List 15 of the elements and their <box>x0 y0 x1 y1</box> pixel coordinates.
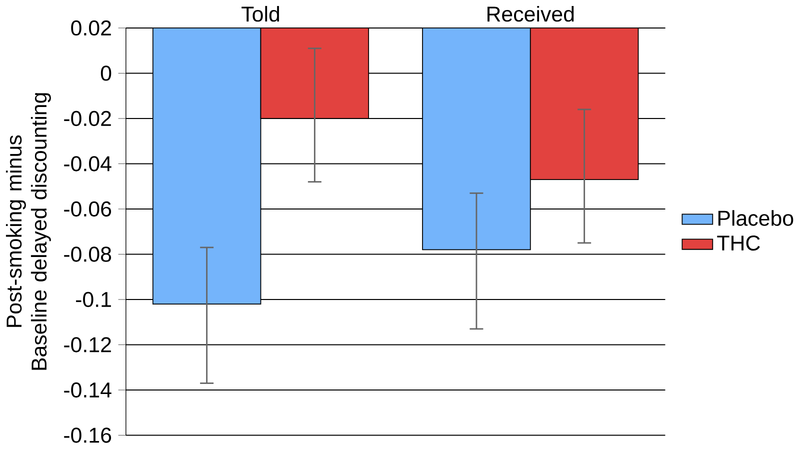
y-tick-label: -0.14 <box>64 382 112 398</box>
y-tick-label: -0.12 <box>64 337 111 352</box>
y-tick-label: 0.02 <box>71 20 111 36</box>
y-tick-label: -0.16 <box>64 428 112 443</box>
y-tick-label: -0.04 <box>64 156 112 172</box>
x-tick-label: Told <box>242 6 280 22</box>
legend-label: THC <box>717 236 760 251</box>
y-tick-label: -0.08 <box>64 246 112 262</box>
y-tick-label: 0 <box>100 66 112 81</box>
legend-label: Placebo <box>718 210 794 226</box>
x-tick-label: Received <box>488 6 574 22</box>
y-tick-label: -0.02 <box>64 111 111 126</box>
y-axis-title: Post-smoking minus Baseline delayed discounting <box>6 93 51 370</box>
y-tick-label: -0.06 <box>64 202 112 217</box>
y-tick-label: -0.1 <box>76 292 111 308</box>
